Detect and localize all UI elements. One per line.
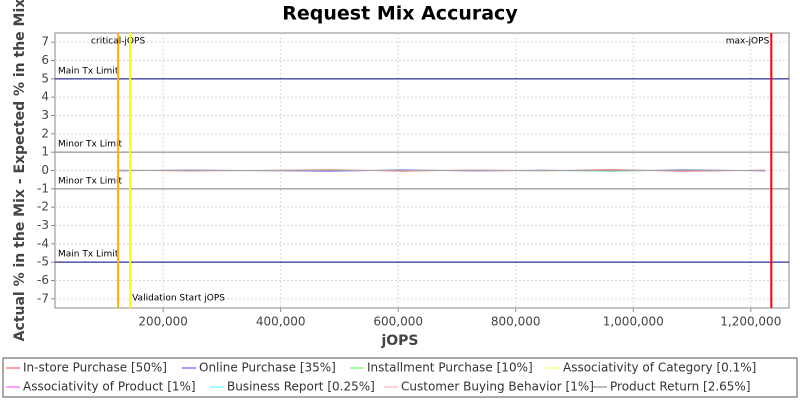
marker-label: max-jOPS [726,37,770,47]
legend-label: Associativity of Product [1%] [23,380,196,394]
x-tick-label: 1,000,000 [603,315,664,329]
limit-label: Minor Tx Limit [58,176,123,186]
legend-label: Product Return [2.65%] [610,380,751,394]
legend-label: Business Report [0.25%] [227,380,375,394]
y-tick-label: 6 [41,53,49,67]
legend-label: Associativity of Category [0.1%] [563,361,756,375]
legend-label: In-store Purchase [50%] [23,361,167,375]
legend [2,357,798,398]
marker-label: Validation Start jOPS [132,294,225,304]
limit-label: Main Tx Limit [58,66,119,76]
y-tick-label: 3 [41,108,49,122]
legend-label: Installment Purchase [10%] [367,361,533,375]
y-tick-label: -6 [37,273,49,287]
y-tick-label: 5 [41,71,49,85]
chart-title: Request Mix Accuracy [282,3,518,25]
x-axis-label: jOPS [380,333,418,349]
legend-label: Online Purchase [35%] [199,361,336,375]
y-tick-label: -1 [37,181,49,195]
legend-label: Customer Buying Behavior [1%] [401,380,594,394]
y-tick-label: -2 [37,200,49,214]
y-tick-label: 1 [41,145,49,159]
limit-label: Main Tx Limit [58,250,119,260]
y-tick-label: 4 [41,90,49,104]
limit-label: Minor Tx Limit [58,140,123,150]
y-axis-label: Actual % in the Mix - Expected % in the … [12,0,28,341]
x-tick-label: 800,000 [491,315,541,329]
y-tick-label: 7 [41,35,49,49]
y-tick-label: -3 [37,218,49,232]
y-tick-label: 0 [41,163,49,177]
x-tick-label: 400,000 [256,315,306,329]
y-tick-label: 2 [41,126,49,140]
y-tick-label: -7 [37,291,49,305]
marker-label: critical-jOPS [91,37,145,47]
x-tick-label: 600,000 [373,315,423,329]
x-tick-label: 200,000 [138,315,188,329]
y-tick-label: -4 [37,236,49,250]
y-tick-label: -5 [37,255,49,269]
x-tick-label: 1,200,000 [720,315,781,329]
